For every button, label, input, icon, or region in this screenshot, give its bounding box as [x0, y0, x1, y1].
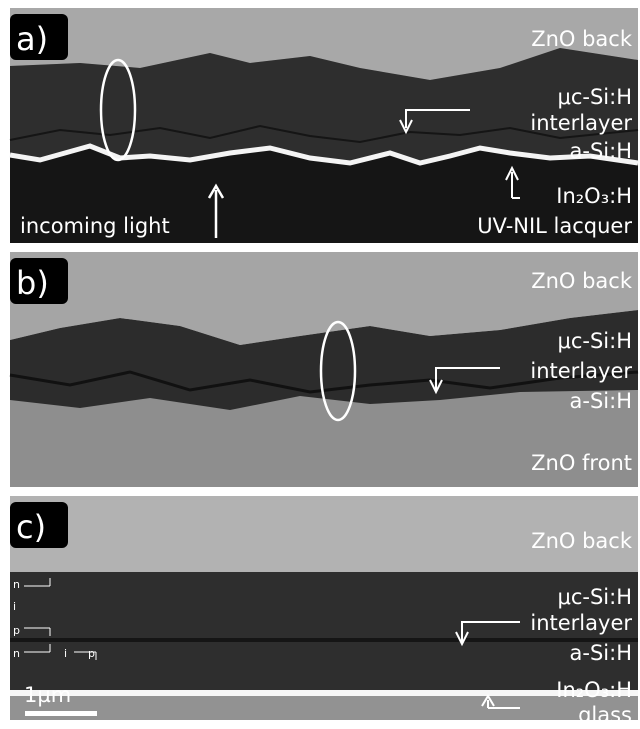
panel-b: b) ZnO back μc-Si:H interlayer a-Si:H Zn… [10, 252, 638, 487]
annotation: interlayer [530, 111, 632, 135]
interlayer-line [10, 638, 638, 642]
panel-label: c) [16, 508, 46, 546]
layer-mark: n [13, 647, 20, 660]
silicon-layer [10, 48, 638, 163]
annotation: ZnO back [531, 529, 633, 553]
figure: a) ZnO back μc-Si:H interlayer a-Si:H In… [0, 0, 640, 729]
annotation: ZnO front [531, 451, 632, 475]
annotation: ZnO back [531, 269, 633, 293]
annotation: interlayer [530, 611, 632, 635]
annotation: ZnO back [531, 27, 633, 51]
panel-label: b) [16, 264, 49, 302]
layer-mark: p [13, 624, 20, 637]
annotation: a-Si:H [570, 139, 632, 163]
scale-bar [25, 711, 97, 716]
panel-a: a) ZnO back μc-Si:H interlayer a-Si:H In… [10, 8, 638, 243]
annotation: μc-Si:H [557, 585, 632, 609]
ito-line [10, 690, 638, 696]
layer-mark: n [13, 578, 20, 591]
layer-mark: i [13, 600, 16, 613]
annotation: incoming light [20, 214, 170, 238]
annotation: a-Si:H [570, 389, 632, 413]
annotation: μc-Si:H [557, 85, 632, 109]
annotation: UV-NIL lacquer [477, 214, 632, 238]
scale-label: 1µm [24, 683, 71, 707]
annotation: μc-Si:H [557, 329, 632, 353]
panel-c: c) ZnO back μc-Si:H interlayer a-Si:H In… [10, 496, 638, 727]
annotation: a-Si:H [570, 641, 632, 665]
annotation: glass [578, 703, 632, 727]
layer-mark: p [88, 647, 95, 660]
layer-mark: i [64, 647, 67, 660]
annotation: In₂O₃:H [556, 678, 632, 702]
annotation: interlayer [530, 359, 632, 383]
annotation: In₂O₃:H [556, 184, 632, 208]
panel-label: a) [16, 20, 48, 58]
